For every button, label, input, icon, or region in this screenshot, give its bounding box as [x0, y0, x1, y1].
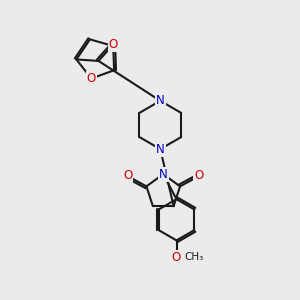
Text: N: N — [159, 168, 168, 181]
Text: N: N — [156, 142, 165, 156]
Text: O: O — [172, 251, 181, 264]
Text: CH₃: CH₃ — [185, 253, 204, 262]
Text: O: O — [194, 169, 203, 182]
Text: N: N — [156, 94, 165, 107]
Text: O: O — [123, 169, 133, 182]
Text: O: O — [87, 72, 96, 85]
Text: O: O — [109, 38, 118, 51]
